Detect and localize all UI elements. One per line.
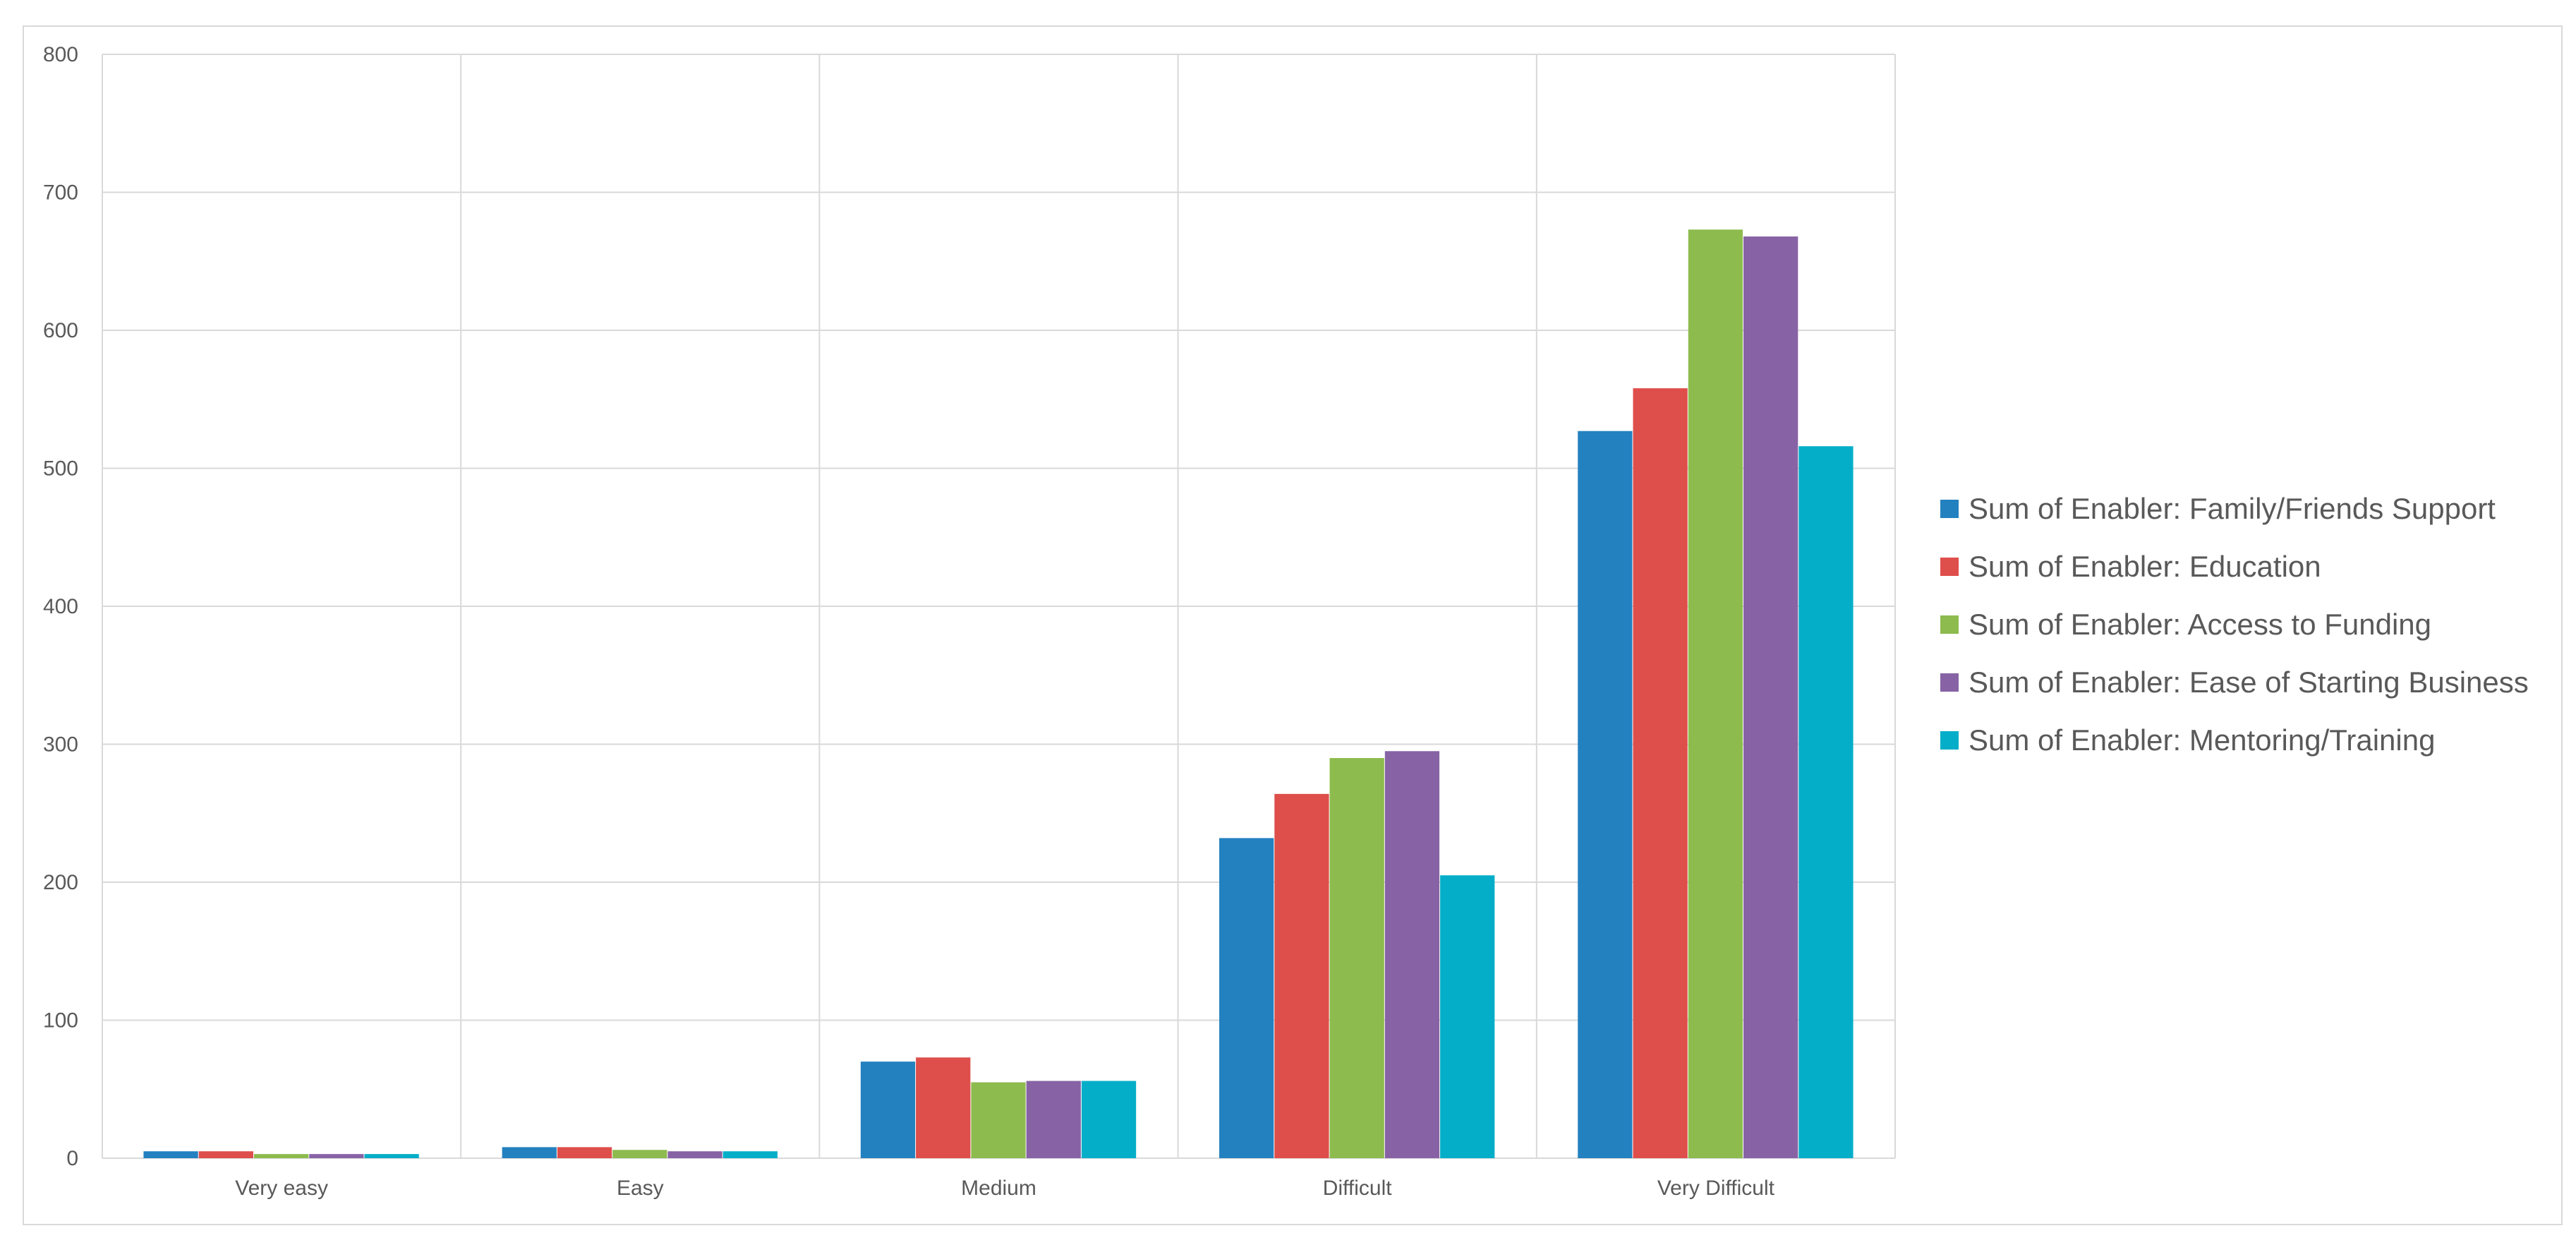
bar xyxy=(253,1154,309,1158)
bar xyxy=(1798,446,1854,1158)
legend-label: Sum of Enabler: Education xyxy=(1969,550,2321,583)
legend-swatch xyxy=(1940,500,1959,518)
legend-label: Sum of Enabler: Mentoring/Training xyxy=(1969,723,2436,757)
bar xyxy=(1081,1081,1137,1158)
y-tick-label: 0 xyxy=(66,1147,78,1170)
bar xyxy=(971,1082,1026,1158)
legend-swatch xyxy=(1940,731,1959,750)
bar xyxy=(612,1150,667,1158)
legend-item: Sum of Enabler: Family/Friends Support xyxy=(1940,480,2529,538)
legend-item: Sum of Enabler: Ease of Starting Busines… xyxy=(1940,654,2529,711)
bar xyxy=(1743,236,1798,1158)
x-tick-label: Very easy xyxy=(235,1177,328,1200)
legend-swatch xyxy=(1940,615,1959,634)
bar xyxy=(1274,793,1329,1158)
bar xyxy=(1633,388,1688,1158)
legend: Sum of Enabler: Family/Friends Support Su… xyxy=(1940,480,2529,769)
bar xyxy=(364,1154,419,1158)
bar xyxy=(916,1057,971,1158)
y-tick-label: 800 xyxy=(43,43,78,66)
bar xyxy=(860,1061,916,1158)
legend-swatch xyxy=(1940,558,1959,576)
axis-labels: 0 100 200 300 400 500 600 700 800 Very easy Easy Me… xyxy=(43,43,1775,1200)
x-tick-label: Medium xyxy=(961,1177,1036,1200)
bar xyxy=(309,1154,364,1158)
legend-swatch xyxy=(1940,673,1959,692)
legend-item: Sum of Enabler: Mentoring/Training xyxy=(1940,711,2529,769)
y-tick-label: 700 xyxy=(43,181,78,205)
bar xyxy=(1219,838,1274,1158)
y-tick-label: 500 xyxy=(43,457,78,481)
x-tick-label: Easy xyxy=(617,1177,664,1200)
legend-item: Sum of Enabler: Education xyxy=(1940,538,2529,596)
bar xyxy=(1384,751,1440,1158)
y-tick-label: 300 xyxy=(43,733,78,757)
legend-item: Sum of Enabler: Access to Funding xyxy=(1940,596,2529,654)
bar xyxy=(557,1147,612,1158)
bar xyxy=(1329,758,1384,1158)
y-tick-label: 400 xyxy=(43,595,78,618)
x-tick-label: Difficult xyxy=(1323,1177,1392,1200)
bars xyxy=(143,229,1854,1158)
bar xyxy=(143,1151,198,1158)
x-tick-label: Very Difficult xyxy=(1657,1177,1775,1200)
bar xyxy=(1440,875,1495,1158)
y-tick-label: 600 xyxy=(43,319,78,342)
bar xyxy=(198,1151,253,1158)
bar xyxy=(722,1151,778,1158)
legend-label: Sum of Enabler: Family/Friends Support xyxy=(1969,492,2496,525)
bar xyxy=(667,1151,722,1158)
legend-label: Sum of Enabler: Ease of Starting Busines… xyxy=(1969,666,2529,699)
legend-label: Sum of Enabler: Access to Funding xyxy=(1969,608,2432,641)
bar xyxy=(502,1147,557,1158)
bar xyxy=(1688,229,1743,1158)
y-tick-label: 200 xyxy=(43,871,78,894)
bar xyxy=(1578,431,1633,1158)
bar xyxy=(1026,1081,1081,1158)
y-tick-label: 100 xyxy=(43,1009,78,1033)
